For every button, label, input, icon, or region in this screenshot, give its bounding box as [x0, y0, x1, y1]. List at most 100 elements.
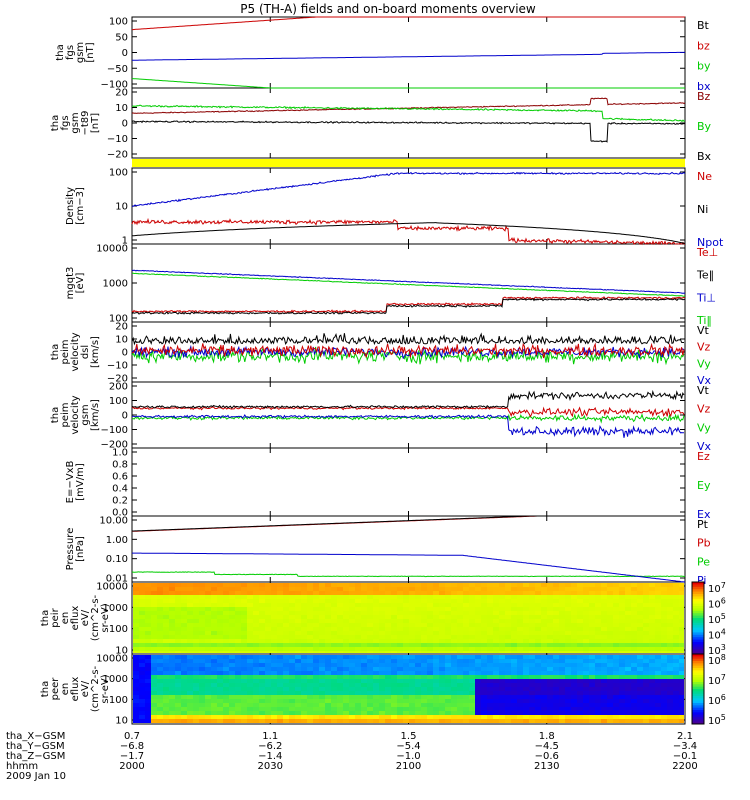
- spectrogram-cell: [247, 651, 253, 653]
- spectrogram-cell: [511, 611, 517, 615]
- spectrogram-cell: [265, 623, 271, 627]
- spectrogram-cell: [565, 663, 571, 667]
- spectrogram-cell: [535, 583, 541, 587]
- spectrogram-cell: [211, 603, 217, 607]
- spectrogram-cell: [247, 707, 253, 711]
- spectrogram-cell: [445, 651, 451, 653]
- spectrogram-cell: [571, 639, 577, 643]
- spectrogram-cell: [613, 623, 619, 627]
- spectrogram-cell: [637, 651, 643, 653]
- spectrogram-cell: [409, 671, 415, 675]
- spectrogram-cell: [199, 695, 205, 699]
- spectrogram-cell: [595, 643, 601, 647]
- spectrogram-cell: [481, 607, 487, 611]
- spectrogram-cell: [415, 627, 421, 631]
- spectrogram-cell: [631, 587, 637, 591]
- spectrogram-cell: [325, 583, 331, 587]
- spectrogram-cell: [139, 687, 145, 691]
- spectrogram-cell: [355, 607, 361, 611]
- spectrogram-cell: [277, 659, 283, 663]
- spectrogram-cell: [481, 659, 487, 663]
- spectrogram-cell: [397, 703, 403, 707]
- spectrogram-cell: [391, 639, 397, 643]
- spectrogram-cell: [229, 659, 235, 663]
- colorbar-label: 105: [708, 612, 726, 626]
- spectrogram-cell: [547, 643, 553, 647]
- spectrogram-cell: [679, 663, 684, 667]
- spectrogram-cell: [217, 707, 223, 711]
- spectrogram-cell: [613, 687, 619, 691]
- spectrogram-cell: [607, 659, 613, 663]
- spectrogram-cell: [379, 715, 385, 719]
- spectrogram-cell: [373, 719, 379, 723]
- spectrogram-cell: [301, 707, 307, 711]
- spectrogram-cell: [661, 719, 667, 723]
- Te-perp-line: [131, 296, 686, 314]
- spectrogram-cell: [133, 651, 139, 653]
- spectrogram-cell: [649, 687, 655, 691]
- spectrogram-cell: [541, 647, 547, 651]
- spectrogram-cell: [661, 687, 667, 691]
- spectrogram-cell: [421, 655, 427, 659]
- spectrogram-cell: [607, 687, 613, 691]
- spectrogram-cell: [493, 707, 499, 711]
- spectrogram-cell: [253, 679, 259, 683]
- spectrogram-cell: [217, 719, 223, 723]
- spectrogram-cell: [331, 715, 337, 719]
- spectrogram-cell: [535, 683, 541, 687]
- spectrogram-cell: [661, 611, 667, 615]
- spectrogram-cell: [145, 611, 151, 615]
- spectrogram-cell: [451, 635, 457, 639]
- spectrogram-cell: [433, 659, 439, 663]
- spectrogram-cell: [409, 703, 415, 707]
- spectrogram-cell: [199, 623, 205, 627]
- spectrogram-cell: [307, 707, 313, 711]
- spectrogram-cell: [355, 643, 361, 647]
- spectrogram-cell: [277, 587, 283, 591]
- spectrogram-cell: [337, 603, 343, 607]
- spectrogram-cell: [481, 691, 487, 695]
- spectrogram-cell: [655, 663, 661, 667]
- spectrogram-cell: [283, 587, 289, 591]
- spectrogram-cell: [595, 631, 601, 635]
- spectrogram-cell: [265, 687, 271, 691]
- spectrogram-cell: [403, 599, 409, 603]
- spectrogram-cell: [493, 719, 499, 723]
- spectrogram-cell: [523, 595, 529, 599]
- spectrogram-cell: [433, 603, 439, 607]
- spectrogram-cell: [619, 651, 625, 653]
- spectrogram-cell: [475, 687, 481, 691]
- spectrogram-cell: [175, 675, 181, 679]
- spectrogram-cell: [643, 587, 649, 591]
- spectrogram-cell: [589, 671, 595, 675]
- spectrogram-cell: [265, 595, 271, 599]
- spectrogram-cell: [295, 663, 301, 667]
- spectrogram-cell: [163, 599, 169, 603]
- spectrogram-cell: [313, 675, 319, 679]
- spectrogram-cell: [175, 707, 181, 711]
- spectrogram-cell: [679, 615, 684, 619]
- spectrogram-cell: [265, 715, 271, 719]
- spectrogram-cell: [277, 603, 283, 607]
- spectrogram-cell: [523, 647, 529, 651]
- spectrogram-cell: [175, 619, 181, 623]
- legend-entry: Bz: [697, 90, 711, 103]
- spectrogram-cell: [673, 591, 679, 595]
- spectrogram-cell: [427, 667, 433, 671]
- spectrogram-cell: [607, 619, 613, 623]
- spectrogram-cell: [265, 703, 271, 707]
- spectrogram-cell: [631, 591, 637, 595]
- spectrogram-cell: [187, 591, 193, 595]
- spectrogram-cell: [313, 711, 319, 715]
- spectrogram-cell: [511, 583, 517, 587]
- spectrogram-cell: [445, 691, 451, 695]
- spectrogram-cell: [619, 687, 625, 691]
- spectrogram-cell: [361, 655, 367, 659]
- spectrogram-cell: [553, 651, 559, 653]
- colorbar-cell: [692, 665, 704, 669]
- spectrogram-cell: [367, 659, 373, 663]
- spectrogram-cell: [553, 583, 559, 587]
- spectrogram-cell: [469, 683, 475, 687]
- spectrogram-cell: [613, 695, 619, 699]
- spectrogram-cell: [187, 699, 193, 703]
